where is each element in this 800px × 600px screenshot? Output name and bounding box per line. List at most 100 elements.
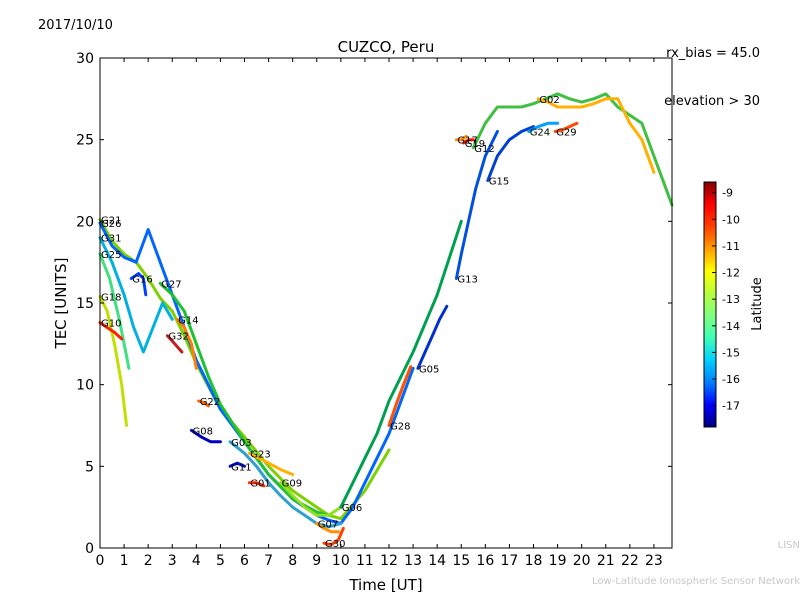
colorbar-ticks: -9 -10 -11 -12 -13 -14 -15 -16 -17 bbox=[712, 187, 740, 413]
series-trace-g06 bbox=[339, 219, 463, 509]
x-tick-label: 7 bbox=[264, 553, 273, 569]
prn-label-g25: G25 bbox=[101, 250, 121, 261]
x-tick-label: 14 bbox=[428, 553, 446, 569]
elevation-text: elevation > 30 bbox=[664, 94, 760, 109]
series-trace-g09 bbox=[279, 481, 343, 517]
series-trace-g28 bbox=[387, 365, 413, 427]
x-tick-label: 4 bbox=[192, 553, 201, 569]
prn-label-g31: G31 bbox=[101, 234, 121, 245]
series-trace-g18 bbox=[98, 295, 128, 427]
series-trace-g01 bbox=[247, 481, 266, 488]
y-tick-label: 25 bbox=[76, 133, 94, 149]
date-label: 2017/10/10 bbox=[38, 18, 113, 33]
y-tick-label: 5 bbox=[85, 459, 94, 475]
x-tick-label: 16 bbox=[476, 553, 494, 569]
chart-title: CUZCO, Peru bbox=[338, 38, 435, 56]
prn-label-g09: G09 bbox=[282, 479, 302, 490]
series-layer bbox=[98, 92, 674, 547]
series-trace-g08 bbox=[190, 428, 222, 444]
colorbar-tick-label: -16 bbox=[722, 373, 740, 386]
footer-line-2: Low-Latitude Ionospheric Sensor Network bbox=[592, 576, 800, 587]
series-trace-g05 bbox=[416, 304, 449, 370]
x-tick-label: 8 bbox=[288, 553, 297, 569]
series-trace-g12 bbox=[471, 92, 674, 207]
y-tick-label: 15 bbox=[76, 296, 94, 312]
prn-label-g29: G29 bbox=[556, 128, 576, 139]
prn-label-g32: G32 bbox=[168, 332, 188, 343]
x-tick-label: 1 bbox=[120, 553, 129, 569]
prn-label-g05: G05 bbox=[419, 364, 439, 375]
x-tick-label: 5 bbox=[216, 553, 225, 569]
prn-label-g22: G22 bbox=[200, 397, 220, 408]
series-trace-g25 bbox=[98, 252, 131, 370]
colorbar-label: Latitude bbox=[750, 277, 765, 331]
x-tick-label: 12 bbox=[380, 553, 398, 569]
series-trace-g07 bbox=[315, 522, 340, 534]
prn-label-g28: G28 bbox=[390, 422, 410, 433]
colorbar-tick-label: -10 bbox=[722, 213, 740, 226]
series-trace-g24 bbox=[527, 121, 560, 133]
series-trace-g16 bbox=[129, 272, 148, 297]
x-tick-label: 17 bbox=[501, 553, 519, 569]
x-tick-label: 10 bbox=[332, 553, 350, 569]
prn-label-g26: G26 bbox=[101, 219, 121, 230]
prn-label-g11: G11 bbox=[231, 462, 251, 473]
x-tick-label: 15 bbox=[452, 553, 470, 569]
footer-credit: LISN Low-Latitude Ionospheric Sensor Net… bbox=[592, 516, 800, 600]
series-trace-g22 bbox=[197, 399, 210, 408]
x-axis-label: Time [UT] bbox=[348, 576, 422, 594]
prn-label-g18: G18 bbox=[101, 293, 121, 304]
colorbar bbox=[703, 181, 717, 428]
parameters-label: rx_bias = 45.0 elevation > 30 bbox=[664, 14, 760, 126]
rx-bias-text: rx_bias = 45.0 bbox=[666, 46, 760, 61]
y-tick-label: 0 bbox=[85, 541, 94, 557]
x-tick-label: 20 bbox=[573, 553, 591, 569]
series-trace-g14 bbox=[175, 317, 198, 370]
x-tick-label: 2 bbox=[144, 553, 153, 569]
colorbar-tick-label: -11 bbox=[722, 240, 740, 253]
series-trace-g10 bbox=[98, 321, 124, 341]
prn-label-g10: G10 bbox=[101, 319, 121, 330]
prn-label-g15: G15 bbox=[489, 177, 509, 188]
y-axis-ticks: 0 5 10 15 20 25 30 bbox=[76, 51, 672, 557]
prn-label-g30: G30 bbox=[325, 539, 345, 550]
colorbar-tick-label: -17 bbox=[722, 400, 740, 413]
series-trace-g19 bbox=[462, 138, 475, 145]
prn-label-g03: G03 bbox=[231, 438, 251, 449]
x-tick-label: 9 bbox=[312, 553, 321, 569]
x-axis-ticks: 0 1 2 3 4 5 6 7 8 9 10 11 12 13 14 15 16 17 18 19 20 21 22 23 bbox=[96, 58, 663, 569]
x-tick-label: 23 bbox=[645, 553, 663, 569]
prn-label-g08: G08 bbox=[193, 426, 213, 437]
x-tick-label: 11 bbox=[356, 553, 374, 569]
series-trace-g02 bbox=[536, 97, 656, 174]
x-tick-label: 3 bbox=[168, 553, 177, 569]
colorbar-tick-label: -15 bbox=[722, 346, 740, 359]
prn-label-g02: G02 bbox=[539, 95, 559, 106]
prn-label-g24: G24 bbox=[530, 128, 550, 139]
y-tick-label: 10 bbox=[76, 378, 94, 394]
colorbar-tick-label: -14 bbox=[722, 320, 740, 333]
colorbar-tick-label: -12 bbox=[722, 267, 740, 280]
series-trace-g32 bbox=[165, 334, 184, 354]
prn-label-g23: G23 bbox=[250, 449, 270, 460]
colorbar-tick-label: -9 bbox=[722, 187, 733, 200]
prn-label-g06: G06 bbox=[342, 503, 362, 514]
y-tick-label: 20 bbox=[76, 214, 94, 230]
series-trace-g17 bbox=[454, 134, 468, 142]
y-axis-label: TEC [UNITS] bbox=[52, 258, 70, 350]
series-trace-g03 bbox=[228, 440, 343, 529]
x-tick-label: 21 bbox=[597, 553, 615, 569]
x-tick-label: 6 bbox=[240, 553, 249, 569]
prn-label-g17: G17 bbox=[457, 136, 477, 147]
prn-label-g14: G14 bbox=[178, 315, 198, 326]
series-trace-g29 bbox=[553, 121, 579, 133]
prn-label-g13: G13 bbox=[457, 275, 477, 286]
series-trace-g31 bbox=[98, 236, 174, 354]
plot-frame bbox=[99, 57, 673, 549]
series-trace-g11 bbox=[228, 461, 246, 468]
prn-label-g16: G16 bbox=[132, 275, 152, 286]
colorbar-tick-label: -13 bbox=[722, 293, 740, 306]
series-trace-g15 bbox=[486, 125, 535, 182]
prn-label-g12: G12 bbox=[474, 144, 494, 155]
